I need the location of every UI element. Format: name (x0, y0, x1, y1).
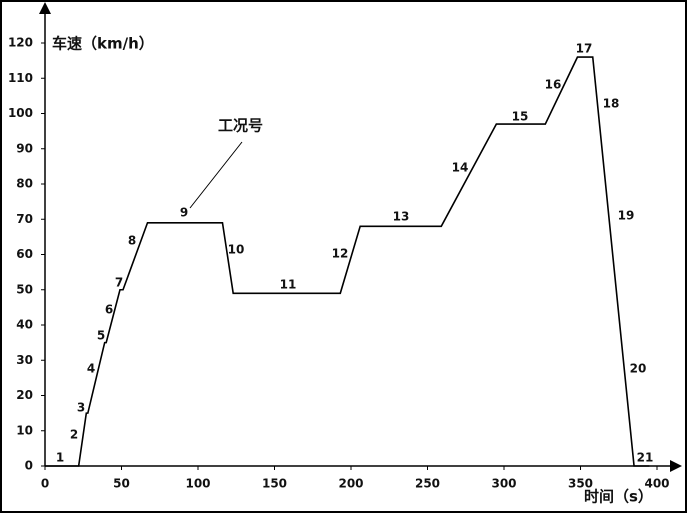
segment-label: 15 (512, 110, 529, 124)
x-tick-label: 250 (415, 477, 440, 491)
segment-label: 4 (87, 362, 95, 376)
y-tick-label: 110 (8, 71, 33, 85)
x-tick-label: 300 (491, 477, 516, 491)
annotation-pointer (189, 141, 243, 209)
segment-label: 1 (56, 451, 64, 465)
segment-label: 10 (228, 243, 245, 257)
segment-label: 18 (603, 97, 620, 111)
x-tick-label: 150 (262, 477, 287, 491)
segment-label: 13 (393, 210, 410, 224)
annotation: 工况号 (218, 117, 263, 135)
x-tick-label: 400 (644, 477, 669, 491)
segment-label: 11 (280, 278, 297, 292)
x-axis-label: 时间（s） (584, 488, 653, 506)
segment-label: 9 (180, 206, 188, 220)
y-tick-label: 90 (16, 141, 33, 155)
y-tick-label: 120 (8, 36, 33, 50)
y-tick-label: 50 (16, 282, 33, 296)
segment-label: 16 (545, 78, 562, 92)
segment-label: 20 (630, 362, 647, 376)
segment-label: 5 (97, 329, 105, 343)
y-tick-label: 10 (16, 423, 33, 437)
segment-label: 12 (332, 247, 349, 261)
segment-label: 6 (105, 303, 113, 317)
x-tick-label: 200 (338, 477, 363, 491)
y-tick-label: 60 (16, 247, 33, 261)
x-tick-label: 100 (185, 477, 210, 491)
speed-line (45, 56, 650, 467)
y-tick-label: 80 (16, 177, 33, 191)
y-tick-label: 100 (8, 106, 33, 120)
y-tick-label: 20 (16, 388, 33, 402)
segment-label: 7 (115, 276, 123, 290)
segment-label: 14 (452, 161, 469, 175)
segment-label: 2 (70, 428, 78, 442)
y-tick-label: 40 (16, 318, 33, 332)
segment-label: 3 (77, 401, 85, 415)
segment-label: 19 (618, 209, 635, 223)
segment-label: 21 (637, 451, 654, 465)
x-tick-label: 50 (113, 477, 130, 491)
y-tick-label: 70 (16, 212, 33, 226)
segment-label: 8 (128, 234, 136, 248)
x-tick-label: 350 (568, 477, 593, 491)
x-tick-label: 0 (41, 477, 49, 491)
y-tick-label: 0 (25, 459, 33, 473)
segment-label: 17 (576, 42, 593, 56)
y-axis-label: 车速（km/h） (52, 35, 154, 53)
y-tick-label: 30 (16, 353, 33, 367)
